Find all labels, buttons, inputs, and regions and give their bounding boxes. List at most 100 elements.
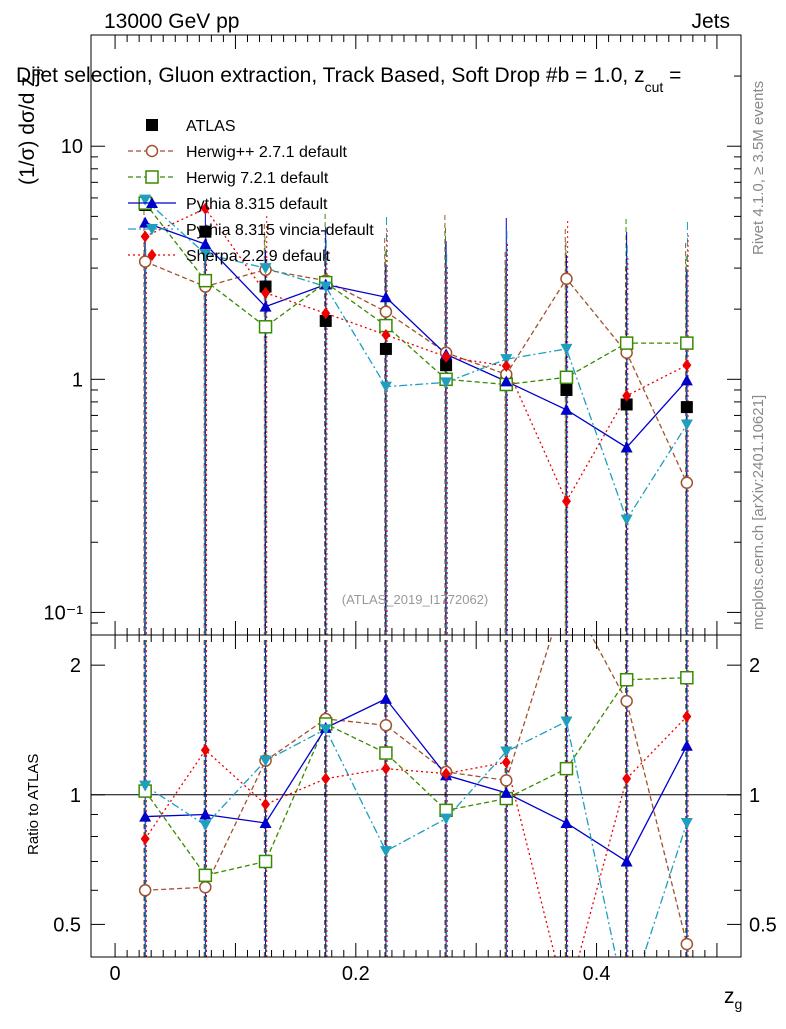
main-point-herwigpp-7 — [560, 272, 573, 286]
main-point-pythia-9 — [680, 374, 693, 386]
ratio-ytick-label-left-2: 2 — [70, 655, 81, 677]
main-point-herwig7-8 — [619, 336, 634, 350]
main-line-vincia — [144, 199, 688, 522]
main-point-herwig7-7 — [559, 370, 574, 385]
ratio-point-herwig7-9 — [680, 670, 694, 685]
main-point-vincia-7 — [560, 343, 573, 355]
plot-title-end: = — [663, 64, 681, 87]
main-point-atlas-9 — [680, 401, 693, 414]
ratio-ytick-label-right-0: 0.5 — [749, 914, 777, 936]
main-point-pythia-8 — [620, 441, 633, 453]
analysis-label: (ATLAS_2019_I1772062) — [342, 592, 488, 607]
rivet-label: Rivet 4.1.0, ≥ 3.5M events — [750, 81, 767, 255]
ratio-point-pythia-7 — [560, 816, 573, 828]
main-point-sherpa-8 — [622, 389, 632, 402]
main-point-herwigpp-0 — [138, 255, 152, 268]
ratio-ytick-label-left-0: 0.5 — [53, 914, 81, 936]
main-point-atlas-8 — [620, 398, 633, 411]
main-point-herwigpp-9 — [680, 476, 694, 489]
ratio-point-pythia-0 — [139, 810, 152, 822]
ratio-point-herwig7-4 — [379, 746, 393, 760]
main-point-sherpa-7 — [561, 495, 571, 508]
legend-marker-sherpa — [147, 249, 157, 261]
ratio-point-herwig7-2 — [258, 854, 273, 869]
legend-marker-herwig7 — [145, 170, 159, 184]
xtick-label-1: 0.2 — [342, 963, 370, 985]
ratio-point-sherpa-2 — [261, 798, 271, 811]
ratio-ytick-label-right-2: 2 — [749, 655, 760, 677]
ratio-ylabel: Ratio to ATLAS — [25, 754, 42, 855]
ratio-point-vincia-4 — [379, 846, 392, 858]
main-ytick-label-0: 10⁻¹ — [44, 602, 84, 624]
main-ytick-label-1: 1 — [72, 369, 83, 391]
main-point-pythia-1 — [199, 238, 212, 250]
main-panel: 10⁻¹ 1 10 — [44, 34, 742, 636]
legend-label-herwigpp: Herwig++ 2.7.1 default — [186, 144, 348, 161]
ratio-ytick-label-left-1: 1 — [70, 785, 81, 807]
main-point-atlas-3 — [319, 314, 332, 327]
main-plot-area — [138, 194, 694, 635]
ratio-point-pythia-1 — [199, 808, 212, 820]
legend-label-sherpa: Sherpa 2.2.9 default — [186, 248, 331, 265]
main-point-vincia-1 — [199, 248, 212, 260]
main-point-vincia-2 — [259, 263, 272, 275]
main-point-sherpa-3 — [321, 307, 331, 320]
legend-marker-pythia — [146, 197, 158, 208]
main-point-vincia-4 — [379, 381, 392, 393]
main-line-herwigpp — [144, 260, 688, 484]
main-point-herwig7-9 — [680, 336, 694, 350]
ratio-point-sherpa-3 — [321, 772, 331, 785]
ratio-point-herwig7-7 — [559, 761, 574, 776]
plot-title: Dijet selection, Gluon extraction, Track… — [16, 64, 681, 95]
main-point-vincia-3 — [319, 281, 332, 293]
main-point-vincia-5 — [440, 377, 453, 389]
main-point-sherpa-6 — [501, 360, 511, 373]
main-point-pythia-2 — [259, 300, 272, 312]
main-point-vincia-0 — [139, 194, 152, 206]
ratio-point-pythia-8 — [620, 855, 633, 867]
main-point-sherpa-4 — [381, 328, 391, 341]
ratio-point-vincia-1 — [199, 820, 212, 832]
main-point-sherpa-5 — [441, 350, 451, 363]
ratio-panel: 0.5 0.5 1 1 2 2 0 0.2 0.4 — [53, 634, 777, 985]
main-point-sherpa-1 — [200, 202, 210, 215]
main-line-herwig7 — [144, 202, 687, 386]
ratio-line-vincia — [144, 720, 688, 957]
ratio-point-vincia-7 — [560, 716, 573, 728]
main-point-vincia-9 — [680, 419, 693, 431]
main-line-sherpa — [144, 207, 688, 503]
ratio-point-pythia-9 — [680, 739, 693, 751]
ratio-point-sherpa-1 — [200, 744, 210, 757]
ratio-point-herwigpp-6 — [500, 774, 513, 787]
main-point-vincia-6 — [500, 354, 513, 366]
main-line-pythia — [144, 222, 688, 449]
plot-title-main: Dijet selection, Gluon extraction, Track… — [16, 64, 569, 87]
ratio-axes: 0.5 0.5 1 1 2 2 0 0.2 0.4 — [53, 635, 777, 985]
main-point-herwigpp-4 — [379, 305, 393, 318]
ratio-point-herwigpp-1 — [199, 880, 212, 894]
legend-marker-herwigpp — [145, 144, 159, 158]
ratio-point-sherpa-0 — [140, 832, 150, 845]
main-point-vincia-8 — [620, 514, 633, 526]
legend: ATLAS Herwig++ 2.7.1 default Herwig 7.2.1 … — [128, 118, 374, 265]
ratio-point-vincia-3 — [319, 724, 332, 736]
main-point-pythia-7 — [560, 403, 573, 415]
main-point-atlas-2 — [259, 280, 272, 293]
legend-label-herwig7: Herwig 7.2.1 default — [186, 170, 329, 187]
main-ytick-label-2: 10 — [61, 136, 83, 158]
main-ylabel: (1/σ) dσ/d zg — [16, 68, 43, 185]
ratio-point-herwigpp-4 — [379, 719, 393, 732]
main-point-sherpa-0 — [140, 230, 150, 243]
energy-label: 13000 GeV pp — [104, 10, 239, 33]
main-point-pythia-4 — [379, 291, 392, 303]
main-point-atlas-7 — [560, 383, 573, 396]
main-point-herwig7-2 — [258, 320, 273, 334]
plot-title-sub: cut — [645, 79, 664, 95]
main-point-herwig7-1 — [198, 273, 213, 288]
ratio-point-herwig7-8 — [619, 672, 634, 687]
plot-title-suffix: = 1.0, z — [569, 64, 644, 87]
xtick-label-0: 0 — [110, 963, 121, 985]
ratio-point-sherpa-4 — [381, 762, 391, 775]
legend-marker-atlas — [146, 119, 158, 131]
